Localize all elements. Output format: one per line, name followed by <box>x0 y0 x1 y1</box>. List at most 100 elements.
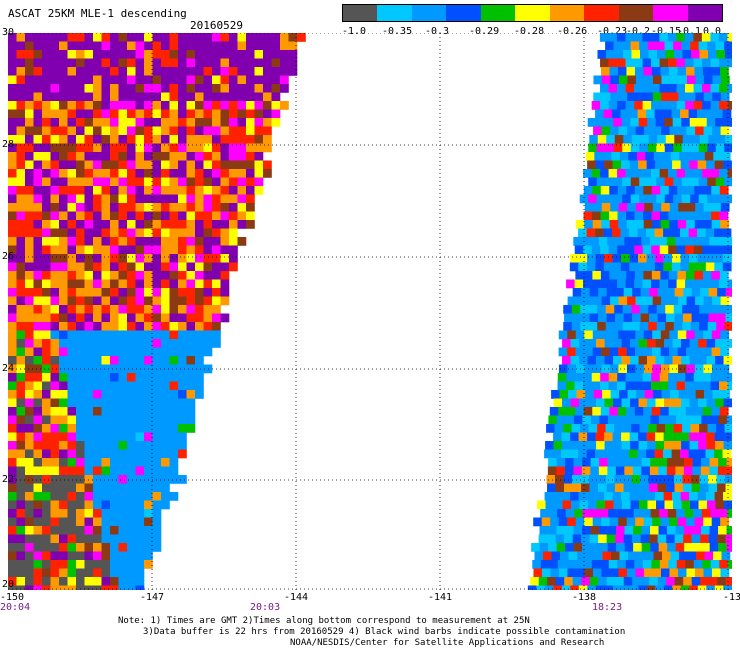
swath-cell <box>33 50 43 59</box>
swath-cell <box>609 330 619 340</box>
swath-cell <box>263 50 272 59</box>
swath-cell <box>564 483 573 493</box>
swath-cell <box>597 135 607 144</box>
swath-cell <box>186 313 196 323</box>
lat-label: 30 <box>2 27 15 38</box>
swath-cell <box>591 245 601 255</box>
swath-cell <box>33 186 43 195</box>
swath-cell <box>101 585 111 590</box>
swath-cell <box>681 177 691 187</box>
swath-cell <box>127 118 136 127</box>
swath-cell <box>25 203 34 212</box>
swath-cell <box>135 526 145 535</box>
swath-cell <box>25 398 34 408</box>
swath-cell <box>658 543 668 552</box>
swath-cell <box>229 33 238 42</box>
swath-cell <box>212 143 221 153</box>
swath-cell <box>719 271 729 280</box>
swath-cell <box>690 177 700 187</box>
swath-cell <box>135 254 145 263</box>
swath-cell <box>672 441 682 450</box>
swath-cell <box>127 475 136 484</box>
swath-cell <box>178 58 187 68</box>
swath-cell <box>229 84 238 93</box>
swath-cell <box>212 41 221 51</box>
swath-cell <box>662 152 672 161</box>
swath-cell <box>663 228 672 238</box>
swath-cell <box>719 279 728 289</box>
swath-cell <box>42 296 51 306</box>
swath-cell <box>718 509 728 518</box>
swath-cell <box>648 322 658 331</box>
swath-cell <box>220 237 230 246</box>
swath-cell <box>169 458 179 467</box>
swath-cell <box>699 50 709 59</box>
swath-cell <box>641 415 651 425</box>
swath-cell <box>161 424 170 433</box>
swath-cell <box>212 262 221 272</box>
swath-cell <box>686 220 696 229</box>
swath-cell <box>671 109 681 119</box>
swath-cell <box>8 517 17 527</box>
swath-cell <box>651 279 660 289</box>
swath-cell <box>76 254 85 263</box>
swath-cell <box>33 492 43 501</box>
swath-cell <box>212 58 221 68</box>
swath-cell <box>603 449 613 459</box>
swath-cell <box>608 245 618 255</box>
swath-cell <box>127 135 136 144</box>
swath-cell <box>152 126 162 136</box>
swath-cell <box>700 483 709 493</box>
swath-cell <box>152 339 162 348</box>
swath-cell <box>583 245 593 255</box>
swath-cell <box>584 220 594 229</box>
swath-cell <box>695 92 705 102</box>
swath-cell <box>619 551 629 561</box>
swath-cell <box>161 279 170 289</box>
swath-cell <box>144 381 153 391</box>
swath-cell <box>67 126 77 136</box>
swath-cell <box>659 373 669 382</box>
swath-cell <box>246 33 255 42</box>
swath-cell <box>605 424 615 433</box>
swath-cell <box>33 169 43 178</box>
swath-cell <box>707 41 716 51</box>
swath-cell <box>101 75 111 85</box>
swath-cell <box>203 109 213 119</box>
swath-cell <box>617 58 626 68</box>
swath-cell <box>693 279 703 289</box>
swath-cell <box>574 373 584 382</box>
swath-cell <box>161 118 170 127</box>
swath-cell <box>42 186 51 195</box>
swath-cell <box>719 169 728 178</box>
swath-cell <box>653 152 663 161</box>
swath-cell <box>664 356 673 365</box>
swath-cell <box>658 526 668 535</box>
swath-cell <box>127 356 136 365</box>
swath-cell <box>212 75 221 85</box>
swath-cell <box>16 500 26 510</box>
swath-cell <box>16 271 26 280</box>
swath-cell <box>707 143 717 153</box>
swath-cell <box>608 373 618 382</box>
swath-cell <box>727 84 732 93</box>
swath-cell <box>169 237 179 246</box>
swath-cell <box>169 254 179 263</box>
swath-cell <box>144 313 153 323</box>
swath-cell <box>212 296 221 306</box>
swath-cell <box>169 330 179 340</box>
swath-cell <box>33 126 43 136</box>
swath-cell <box>625 279 635 289</box>
swath-cell <box>616 33 626 42</box>
swath-cell <box>693 560 703 569</box>
swath-cell <box>50 288 60 297</box>
swath-cell <box>152 118 162 127</box>
swath-cell <box>709 526 719 535</box>
swath-cell <box>725 534 732 544</box>
swath-cell <box>135 135 145 144</box>
swath-cell <box>8 560 17 569</box>
swath-cell <box>93 118 102 127</box>
swath-cell <box>627 203 637 212</box>
swath-cell <box>110 169 119 178</box>
swath-cell <box>152 347 162 357</box>
